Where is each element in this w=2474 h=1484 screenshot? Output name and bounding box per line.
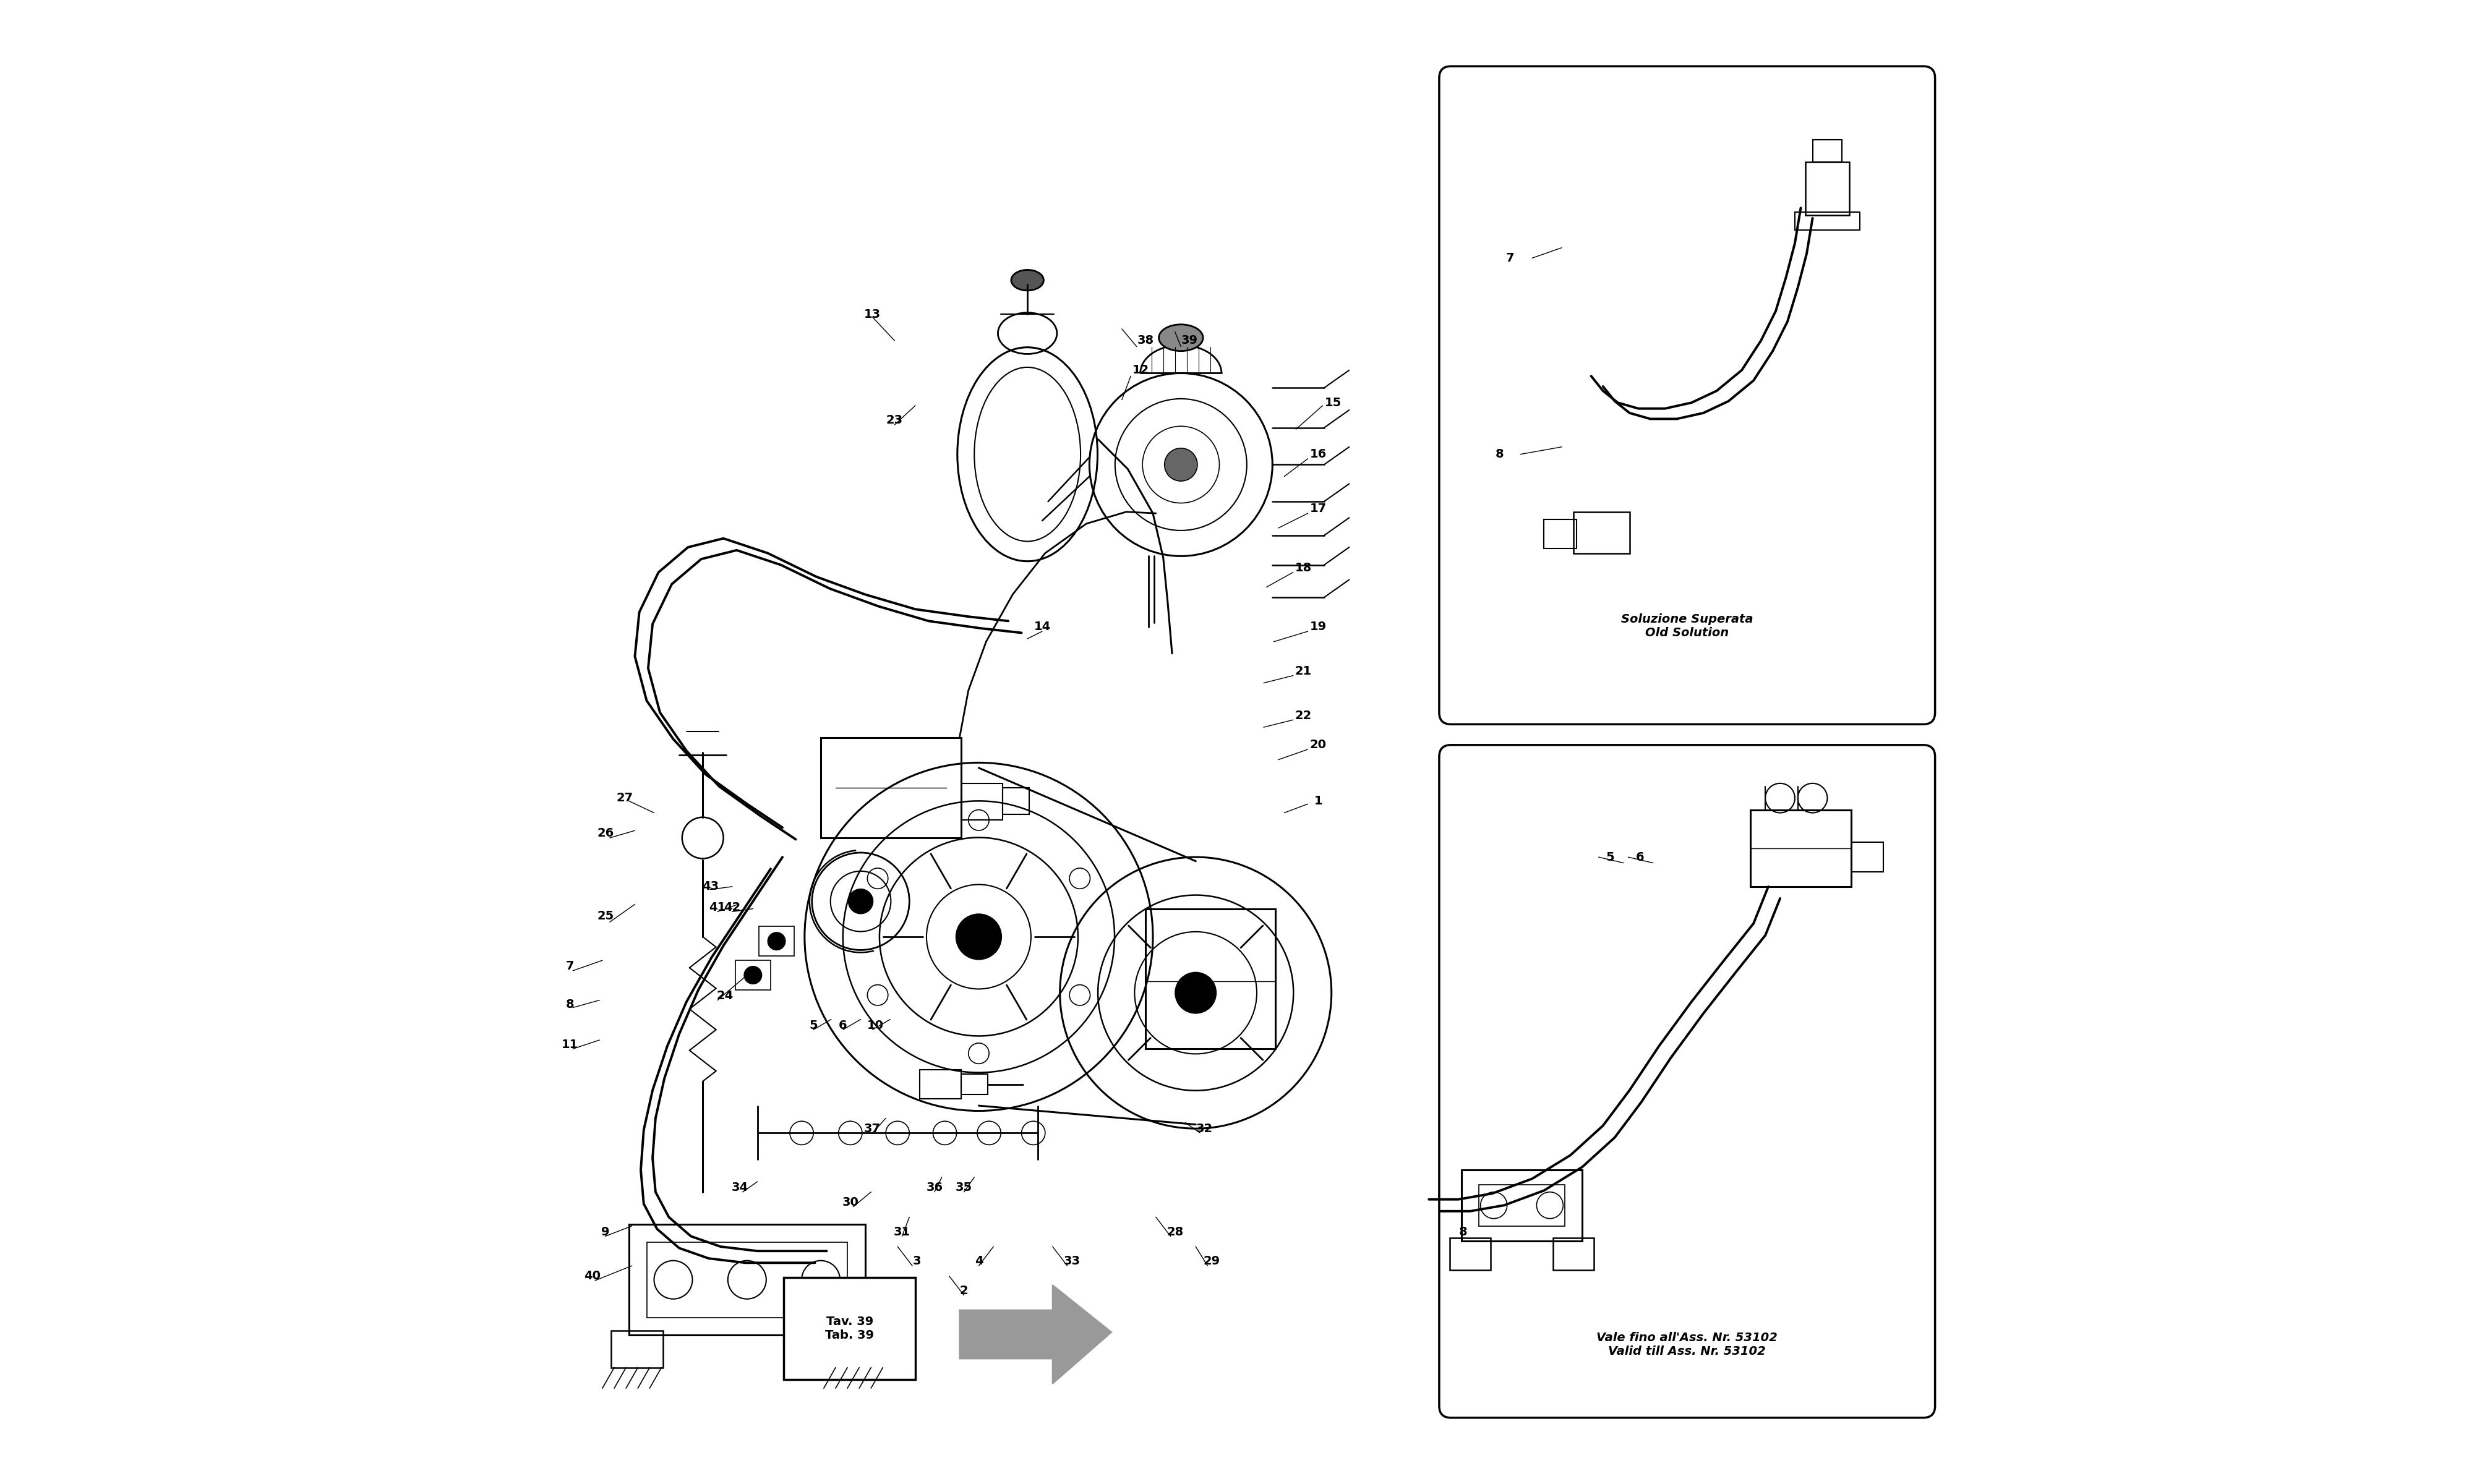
Bar bbox=[1794, 212, 1860, 230]
Bar bbox=[920, 1070, 960, 1100]
Text: Tav. 39
Tab. 39: Tav. 39 Tab. 39 bbox=[826, 1316, 873, 1342]
Text: 38: 38 bbox=[1138, 335, 1153, 347]
Text: 34: 34 bbox=[732, 1181, 747, 1193]
Ellipse shape bbox=[1012, 270, 1044, 291]
Circle shape bbox=[1165, 448, 1197, 481]
Bar bbox=[1145, 908, 1277, 1049]
Text: 23: 23 bbox=[886, 414, 903, 426]
Text: 8: 8 bbox=[1460, 1226, 1467, 1238]
Circle shape bbox=[1175, 972, 1217, 1014]
Text: 31: 31 bbox=[893, 1226, 910, 1238]
Text: 1: 1 bbox=[1314, 795, 1324, 807]
Bar bbox=[1544, 519, 1576, 549]
Text: 16: 16 bbox=[1309, 448, 1326, 460]
Bar bbox=[611, 1331, 663, 1368]
Text: 6: 6 bbox=[839, 1020, 846, 1031]
Text: 33: 33 bbox=[1064, 1255, 1081, 1267]
Text: 6: 6 bbox=[1635, 852, 1645, 864]
Text: 5: 5 bbox=[1606, 852, 1616, 864]
Text: 42: 42 bbox=[725, 901, 740, 913]
Bar bbox=[1450, 1238, 1492, 1270]
Bar bbox=[1462, 1169, 1583, 1241]
Text: 2: 2 bbox=[960, 1285, 967, 1297]
Text: 35: 35 bbox=[955, 1181, 972, 1193]
Bar bbox=[1806, 162, 1851, 215]
Text: 40: 40 bbox=[584, 1270, 601, 1282]
Text: 43: 43 bbox=[703, 880, 717, 892]
Text: 28: 28 bbox=[1168, 1226, 1183, 1238]
Text: 24: 24 bbox=[717, 990, 732, 1002]
Text: 7: 7 bbox=[1507, 252, 1514, 264]
Polygon shape bbox=[960, 1285, 1111, 1383]
Bar bbox=[1752, 810, 1851, 886]
Bar bbox=[735, 960, 769, 990]
Text: 32: 32 bbox=[1195, 1123, 1212, 1134]
Text: 37: 37 bbox=[863, 1123, 881, 1134]
Text: 29: 29 bbox=[1202, 1255, 1220, 1267]
Text: 12: 12 bbox=[1133, 364, 1150, 375]
Bar bbox=[1573, 512, 1630, 554]
Text: 17: 17 bbox=[1309, 503, 1326, 515]
Bar bbox=[1554, 1238, 1593, 1270]
Text: 30: 30 bbox=[841, 1196, 858, 1208]
Text: 10: 10 bbox=[866, 1020, 883, 1031]
FancyBboxPatch shape bbox=[1440, 67, 1935, 724]
Bar bbox=[960, 784, 1002, 821]
Text: 22: 22 bbox=[1294, 709, 1311, 721]
Bar bbox=[646, 1242, 849, 1318]
Circle shape bbox=[767, 932, 784, 950]
Text: 14: 14 bbox=[1034, 620, 1051, 632]
Bar bbox=[1479, 1184, 1564, 1226]
Bar bbox=[960, 1074, 987, 1095]
Circle shape bbox=[745, 966, 762, 984]
Text: 4: 4 bbox=[975, 1255, 982, 1267]
FancyBboxPatch shape bbox=[784, 1278, 915, 1380]
Text: 36: 36 bbox=[925, 1181, 943, 1193]
Circle shape bbox=[955, 914, 1002, 959]
Text: 20: 20 bbox=[1309, 739, 1326, 751]
Text: 19: 19 bbox=[1309, 620, 1326, 632]
Text: 18: 18 bbox=[1294, 562, 1311, 574]
Text: 8: 8 bbox=[1494, 448, 1504, 460]
Bar bbox=[1002, 788, 1029, 815]
Ellipse shape bbox=[1158, 325, 1202, 352]
Text: 21: 21 bbox=[1294, 665, 1311, 677]
Bar bbox=[1813, 139, 1843, 162]
Circle shape bbox=[849, 889, 873, 914]
Bar bbox=[628, 1224, 866, 1336]
Text: 7: 7 bbox=[567, 960, 574, 972]
Text: 25: 25 bbox=[596, 910, 614, 922]
Bar bbox=[1851, 843, 1883, 871]
Text: Vale fino all'Ass. Nr. 53102
Valid till Ass. Nr. 53102: Vale fino all'Ass. Nr. 53102 Valid till … bbox=[1596, 1333, 1779, 1358]
Text: 13: 13 bbox=[863, 309, 881, 321]
Text: 3: 3 bbox=[913, 1255, 920, 1267]
Text: 9: 9 bbox=[601, 1226, 609, 1238]
Bar bbox=[821, 738, 960, 838]
Text: 41: 41 bbox=[710, 901, 725, 913]
Text: 39: 39 bbox=[1183, 335, 1197, 347]
Bar bbox=[760, 926, 794, 956]
Text: 26: 26 bbox=[596, 828, 614, 840]
Text: 27: 27 bbox=[616, 792, 633, 804]
Text: 15: 15 bbox=[1324, 396, 1341, 408]
Bar bbox=[834, 1331, 883, 1368]
Text: 11: 11 bbox=[562, 1039, 579, 1051]
Text: 8: 8 bbox=[567, 999, 574, 1011]
Text: Soluzione Superata
Old Solution: Soluzione Superata Old Solution bbox=[1620, 613, 1754, 638]
FancyBboxPatch shape bbox=[1440, 745, 1935, 1417]
Text: 5: 5 bbox=[809, 1020, 816, 1031]
